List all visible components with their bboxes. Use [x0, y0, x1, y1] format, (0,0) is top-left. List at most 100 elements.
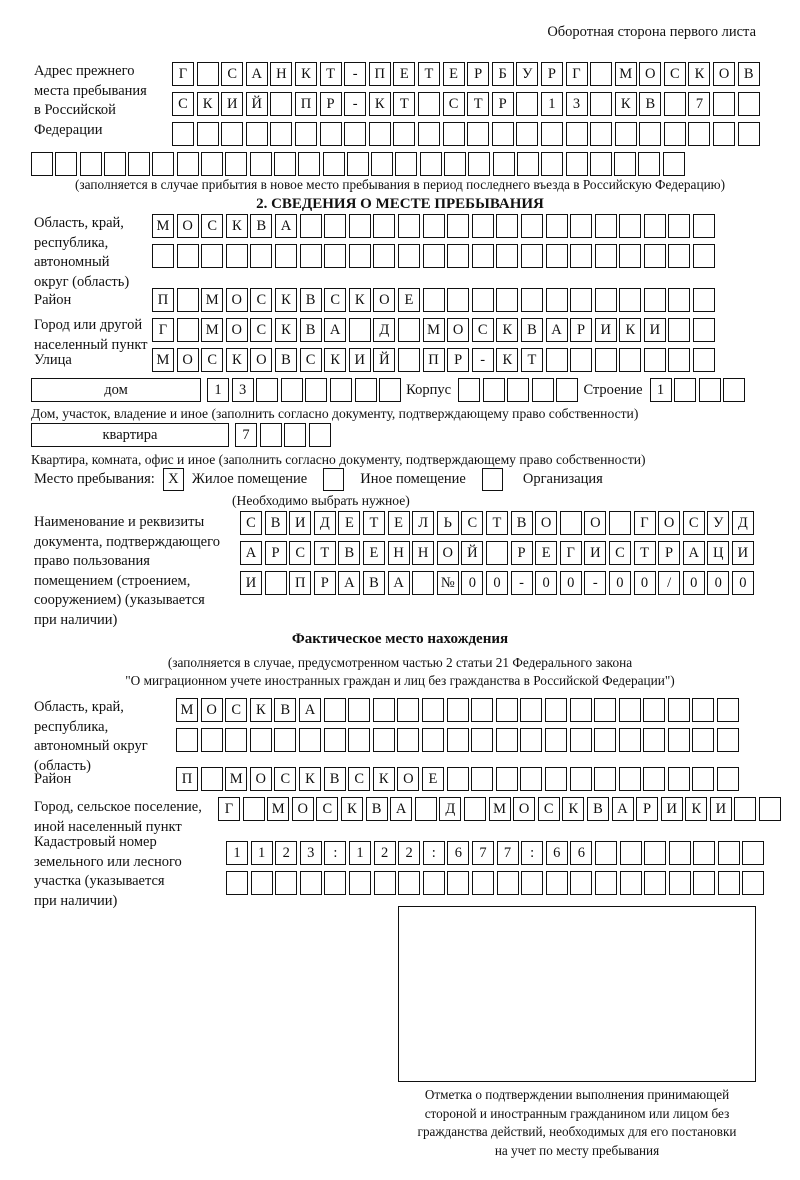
- char-cell[interactable]: [372, 698, 395, 722]
- char-cell[interactable]: [31, 152, 53, 176]
- char-cell[interactable]: Т: [633, 541, 656, 565]
- char-cell[interactable]: [759, 797, 782, 821]
- char-cell[interactable]: [354, 378, 377, 402]
- char-cell[interactable]: [594, 698, 617, 722]
- char-cell[interactable]: [79, 152, 102, 176]
- char-cell[interactable]: Р: [447, 348, 470, 372]
- char-cell[interactable]: К: [619, 318, 642, 342]
- char-cell[interactable]: [259, 423, 282, 447]
- char-cell[interactable]: Г: [565, 62, 588, 86]
- char-cell[interactable]: Н: [412, 541, 435, 565]
- char-cell[interactable]: 0: [535, 571, 558, 595]
- char-cell[interactable]: С: [221, 62, 244, 86]
- char-cell[interactable]: А: [324, 318, 347, 342]
- char-cell[interactable]: В: [365, 797, 388, 821]
- char-cell[interactable]: -: [344, 92, 367, 116]
- char-cell[interactable]: /: [658, 571, 681, 595]
- char-cell[interactable]: [274, 728, 297, 752]
- confirmation-stamp-box[interactable]: [398, 906, 756, 1082]
- stroenie-cells[interactable]: 1: [649, 378, 746, 402]
- char-cell[interactable]: [692, 728, 715, 752]
- char-cell[interactable]: [323, 698, 346, 722]
- char-cell[interactable]: [444, 152, 467, 176]
- char-cell[interactable]: [397, 698, 420, 722]
- char-cell[interactable]: [544, 698, 567, 722]
- char-cell[interactable]: О: [713, 62, 736, 86]
- char-cell[interactable]: С: [537, 797, 560, 821]
- char-cell[interactable]: С: [201, 214, 224, 238]
- char-cell[interactable]: [717, 698, 740, 722]
- korpus-cells[interactable]: [458, 378, 579, 402]
- char-cell[interactable]: [737, 122, 760, 146]
- char-cell[interactable]: [176, 728, 198, 752]
- char-cell[interactable]: [348, 318, 371, 342]
- char-cell[interactable]: [717, 871, 740, 895]
- char-cell[interactable]: [422, 871, 445, 895]
- char-cell[interactable]: [294, 122, 317, 146]
- char-cell[interactable]: С: [316, 797, 339, 821]
- char-cell[interactable]: [298, 728, 321, 752]
- s2-region-row-2[interactable]: [152, 244, 716, 268]
- char-cell[interactable]: В: [323, 767, 346, 791]
- char-cell[interactable]: С: [172, 92, 194, 116]
- char-cell[interactable]: [590, 122, 613, 146]
- char-cell[interactable]: [458, 378, 481, 402]
- char-cell[interactable]: [422, 244, 445, 268]
- char-cell[interactable]: -: [584, 571, 607, 595]
- char-cell[interactable]: [594, 728, 617, 752]
- char-cell[interactable]: Г: [172, 62, 194, 86]
- char-cell[interactable]: Р: [540, 62, 563, 86]
- char-cell[interactable]: [200, 728, 223, 752]
- char-cell[interactable]: [468, 152, 491, 176]
- checkbox-organization[interactable]: [481, 468, 503, 491]
- char-cell[interactable]: [734, 797, 757, 821]
- char-cell[interactable]: [693, 288, 716, 312]
- char-cell[interactable]: [379, 378, 402, 402]
- char-cell[interactable]: [348, 871, 371, 895]
- char-cell[interactable]: [412, 571, 435, 595]
- char-cell[interactable]: С: [240, 511, 262, 535]
- char-cell[interactable]: Г: [218, 797, 240, 821]
- char-cell[interactable]: Т: [417, 62, 440, 86]
- char-cell[interactable]: [668, 318, 691, 342]
- char-cell[interactable]: [516, 122, 539, 146]
- char-cell[interactable]: В: [737, 62, 760, 86]
- char-cell[interactable]: 1: [348, 841, 371, 865]
- char-cell[interactable]: [492, 152, 515, 176]
- char-cell[interactable]: 0: [731, 571, 754, 595]
- char-cell[interactable]: К: [368, 92, 391, 116]
- char-cell[interactable]: В: [274, 698, 297, 722]
- char-cell[interactable]: [471, 728, 494, 752]
- char-cell[interactable]: [556, 378, 579, 402]
- char-cell[interactable]: [570, 214, 593, 238]
- char-cell[interactable]: [594, 348, 617, 372]
- char-cell[interactable]: [667, 698, 690, 722]
- char-cell[interactable]: [275, 871, 298, 895]
- char-cell[interactable]: [176, 318, 199, 342]
- char-cell[interactable]: [516, 152, 539, 176]
- char-cell[interactable]: А: [387, 571, 410, 595]
- char-cell[interactable]: [570, 288, 593, 312]
- char-cell[interactable]: А: [298, 698, 321, 722]
- char-cell[interactable]: О: [639, 62, 662, 86]
- char-cell[interactable]: Т: [362, 511, 385, 535]
- char-cell[interactable]: [298, 152, 321, 176]
- char-cell[interactable]: [419, 152, 442, 176]
- char-cell[interactable]: [590, 92, 613, 116]
- char-cell[interactable]: [737, 92, 760, 116]
- char-cell[interactable]: [256, 378, 279, 402]
- char-cell[interactable]: К: [294, 62, 317, 86]
- char-cell[interactable]: [471, 288, 494, 312]
- char-cell[interactable]: [570, 348, 593, 372]
- char-cell[interactable]: М: [267, 797, 290, 821]
- char-cell[interactable]: -: [510, 571, 533, 595]
- char-cell[interactable]: Д: [313, 511, 336, 535]
- char-cell[interactable]: О: [436, 541, 459, 565]
- char-cell[interactable]: [531, 378, 554, 402]
- char-cell[interactable]: Е: [421, 767, 444, 791]
- char-cell[interactable]: О: [225, 318, 248, 342]
